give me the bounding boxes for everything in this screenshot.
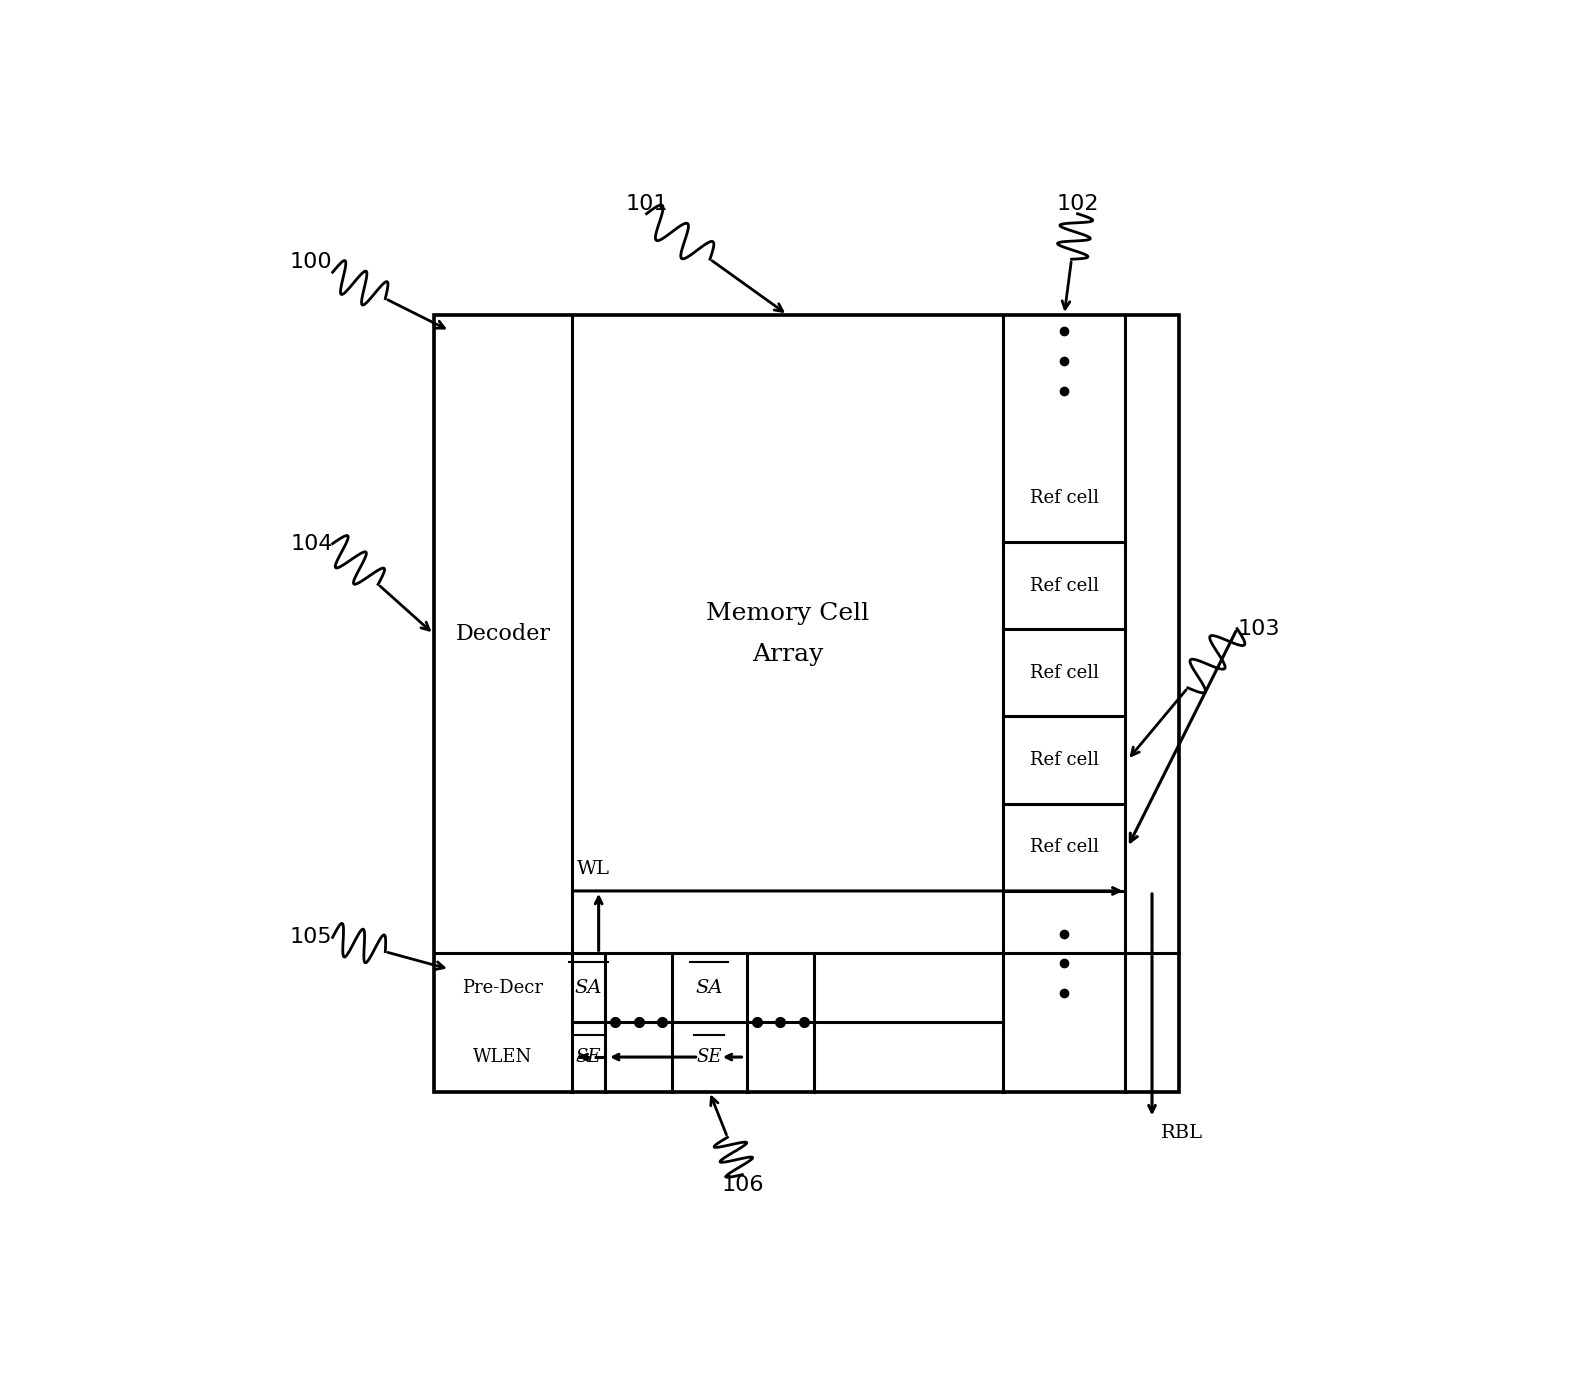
Text: SA: SA [574, 978, 602, 996]
Text: Ref cell: Ref cell [1030, 663, 1098, 681]
Text: 102: 102 [1055, 193, 1100, 214]
Text: Pre-Decr: Pre-Decr [462, 978, 543, 996]
Text: 106: 106 [720, 1175, 763, 1194]
Text: 101: 101 [626, 193, 669, 214]
Text: Decoder: Decoder [455, 623, 551, 645]
Text: 104: 104 [289, 533, 332, 554]
Text: 100: 100 [289, 253, 332, 272]
Bar [434, 315, 1178, 1092]
Text: Ref cell: Ref cell [1030, 750, 1098, 768]
Text: 103: 103 [1236, 619, 1280, 638]
Text: Ref cell: Ref cell [1030, 576, 1098, 594]
Text: SA: SA [695, 978, 724, 996]
Text: 105: 105 [289, 927, 332, 947]
Text: Memory Cell
Array: Memory Cell Array [706, 603, 870, 666]
Text: WL: WL [577, 860, 610, 878]
Text: WLEN: WLEN [473, 1048, 533, 1066]
Text: SE: SE [697, 1048, 722, 1066]
Text: Ref cell: Ref cell [1030, 839, 1098, 857]
Text: SE: SE [576, 1048, 601, 1066]
Text: Ref cell: Ref cell [1030, 489, 1098, 507]
Text: RBL: RBL [1161, 1124, 1203, 1142]
